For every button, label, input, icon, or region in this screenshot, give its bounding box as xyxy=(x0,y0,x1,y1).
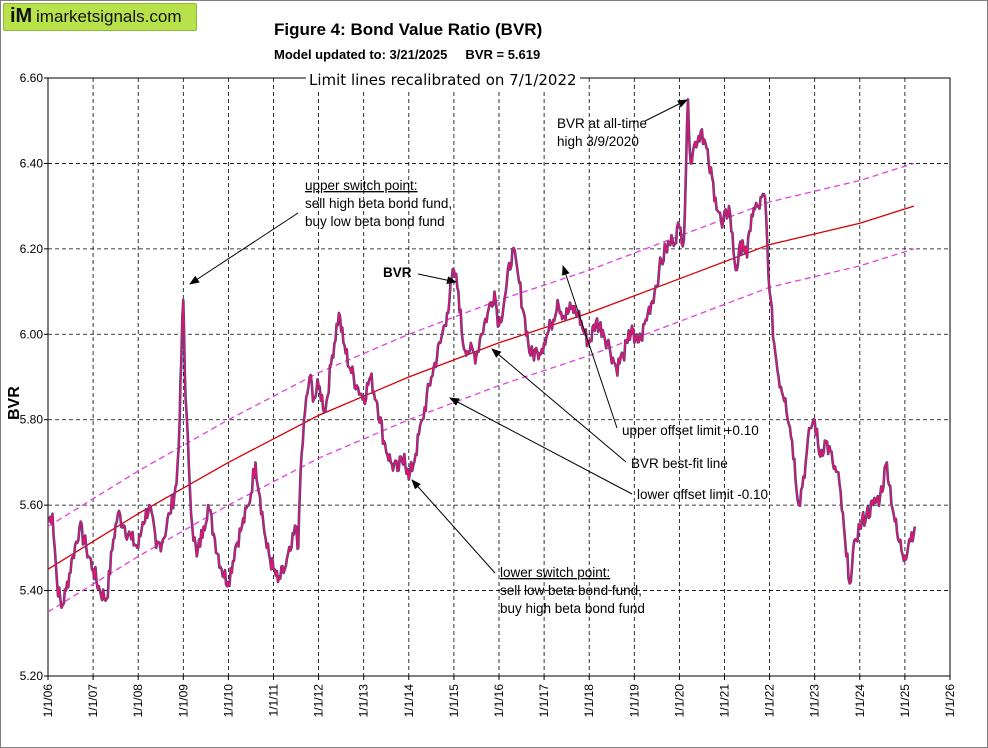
site-logo[interactable]: iM imarketsignals.com xyxy=(3,3,197,31)
x-tick-label: 1/1/21 xyxy=(718,684,732,718)
annotations: BVR at all-time high 3/9/2020 upper switch… xyxy=(189,99,768,616)
y-tick-label: 6.40 xyxy=(20,156,44,170)
upper-switch-title: upper switch point: xyxy=(305,178,418,193)
y-tick-label: 6.60 xyxy=(20,71,44,85)
x-tick-label: 1/1/19 xyxy=(627,684,641,718)
y-tick-label: 5.80 xyxy=(20,413,44,427)
site-name: imarketsignals.com xyxy=(36,7,182,26)
lower-switch-line-2: buy high beta bond fund xyxy=(500,601,645,616)
lower-offset-label: lower offset limit -0.10 xyxy=(637,487,768,502)
upper-switch-arrow xyxy=(189,212,299,285)
y-axis-label: BVR xyxy=(6,386,23,420)
best-fit-arrow xyxy=(491,348,627,463)
axes: 5.20 5.40 5.60 5.80 6.00 6.20 6.40 6.60 1/1/06 1/… xyxy=(20,71,957,717)
bvr-tag-arrow xyxy=(417,273,457,285)
x-tick-label: 1/1/24 xyxy=(853,684,867,718)
x-tick-label: 1/1/07 xyxy=(86,684,100,718)
x-tick-label: 1/1/18 xyxy=(582,684,596,718)
all-time-high-arrow xyxy=(644,99,688,122)
x-tick-label: 1/1/26 xyxy=(943,684,957,718)
x-tick-label: 1/1/08 xyxy=(131,684,145,718)
x-tick-label: 1/1/16 xyxy=(492,684,506,718)
bvr-shadow-line xyxy=(46,98,917,609)
best-fit-label: BVR best-fit line xyxy=(631,456,728,471)
x-tick-label: 1/1/14 xyxy=(402,684,416,718)
model-update-subtitle: Model updated to: 3/21/2025 BVR = 5.619 xyxy=(274,47,541,62)
x-tick-label: 1/1/12 xyxy=(312,684,326,718)
x-tick-label: 1/1/20 xyxy=(672,684,686,718)
upper-offset-arrow xyxy=(562,265,618,429)
recalibration-note: Limit lines recalibrated on 7/1/2022 xyxy=(306,71,580,89)
y-tick-label: 6.20 xyxy=(20,242,44,256)
upper-switch-line-2: buy low beta bond fund xyxy=(305,214,445,229)
y-tick-label: 5.20 xyxy=(20,669,44,683)
x-tick-label: 1/1/11 xyxy=(267,684,281,717)
x-tick-label: 1/1/09 xyxy=(176,684,190,718)
y-tick-label: 5.60 xyxy=(20,498,44,512)
x-tick-label: 1/1/10 xyxy=(221,684,235,718)
y-tick-label: 6.00 xyxy=(20,327,44,341)
all-time-high-label: BVR at all-time xyxy=(557,116,647,131)
x-tick-label: 1/1/23 xyxy=(808,684,822,718)
logo-mark: iM xyxy=(10,5,33,27)
upper-offset-line xyxy=(47,162,915,528)
x-tick-label: 1/1/15 xyxy=(447,684,461,718)
all-time-high-date-label: high 3/9/2020 xyxy=(557,134,639,149)
bvr-tag-label: BVR xyxy=(383,265,412,280)
x-tick-label: 1/1/25 xyxy=(898,684,912,718)
bvr-line xyxy=(47,98,916,609)
x-tick-label: 1/1/22 xyxy=(763,684,777,718)
lower-offset-line xyxy=(47,248,915,613)
grid xyxy=(48,78,950,676)
x-tick-label: 1/1/06 xyxy=(41,684,55,718)
upper-offset-label: upper offset limit +0.10 xyxy=(622,423,759,438)
lower-switch-title: lower switch point: xyxy=(500,565,610,580)
plot-area xyxy=(47,77,951,677)
series-group xyxy=(46,98,917,613)
upper-switch-line-1: sell high beta bond fund, xyxy=(305,196,452,211)
lower-offset-arrow xyxy=(449,397,633,495)
lower-switch-arrow xyxy=(411,479,496,574)
best-fit-line xyxy=(47,205,915,570)
x-tick-label: 1/1/13 xyxy=(357,684,371,718)
lower-switch-line-1: sell low beta bond fund, xyxy=(500,583,642,598)
chart-title: Figure 4: Bond Value Ratio (BVR) xyxy=(274,20,543,39)
y-tick-label: 5.40 xyxy=(20,584,44,598)
x-tick-label: 1/1/17 xyxy=(537,684,551,718)
